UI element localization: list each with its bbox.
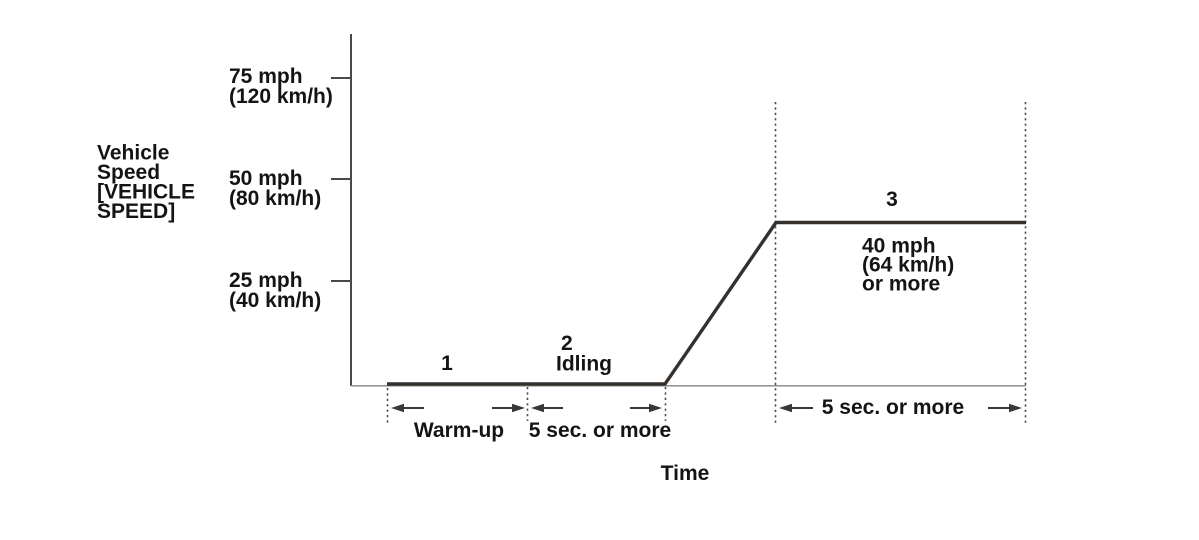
y-tick-label-80kmh: (80 km/h) (229, 187, 321, 210)
phase1-warmup-label: Warm-up (414, 419, 504, 442)
x-axis-label-time: Time (661, 462, 710, 485)
y-axis-title-line-4: SPEED] (97, 200, 175, 223)
y-tick-label-75mph: 75 mph (229, 65, 303, 88)
phase2-idling-label: Idling (556, 353, 612, 376)
warmup-interval-arrow-right (492, 403, 525, 413)
idling-interval-arrow-right (630, 403, 662, 413)
y-tick-label-25mph: 25 mph (229, 269, 303, 292)
phase3-duration-label: 5 sec. or more (822, 396, 964, 419)
y-tick-label-50mph: 50 mph (229, 167, 303, 190)
warmup-interval-arrow-left (391, 403, 424, 413)
cruise-interval-arrow-left (779, 403, 813, 413)
y-tick-label-40kmh: (40 km/h) (229, 289, 321, 312)
phase3-number: 3 (886, 188, 898, 211)
phase3-target-line-1: 40 mph (862, 235, 936, 258)
idling-interval-arrow-left (531, 403, 563, 413)
phase3-target-line-2: (64 km/h) (862, 254, 954, 277)
y-axis-title-line-1: Vehicle (97, 142, 169, 165)
phase1-number: 1 (441, 352, 453, 375)
phase3-target-line-3: or more (862, 273, 940, 296)
vehicle-speed-trace (387, 220, 1026, 386)
phase2-number: 2 (561, 332, 573, 355)
phase2-duration-label: 5 sec. or more (529, 419, 671, 442)
cruise-interval-arrow-right (988, 403, 1022, 413)
y-axis-title-line-3: [VEHICLE (97, 181, 195, 204)
y-axis-title-line-2: Speed (97, 161, 160, 184)
y-tick-label-120kmh: (120 km/h) (229, 85, 333, 108)
